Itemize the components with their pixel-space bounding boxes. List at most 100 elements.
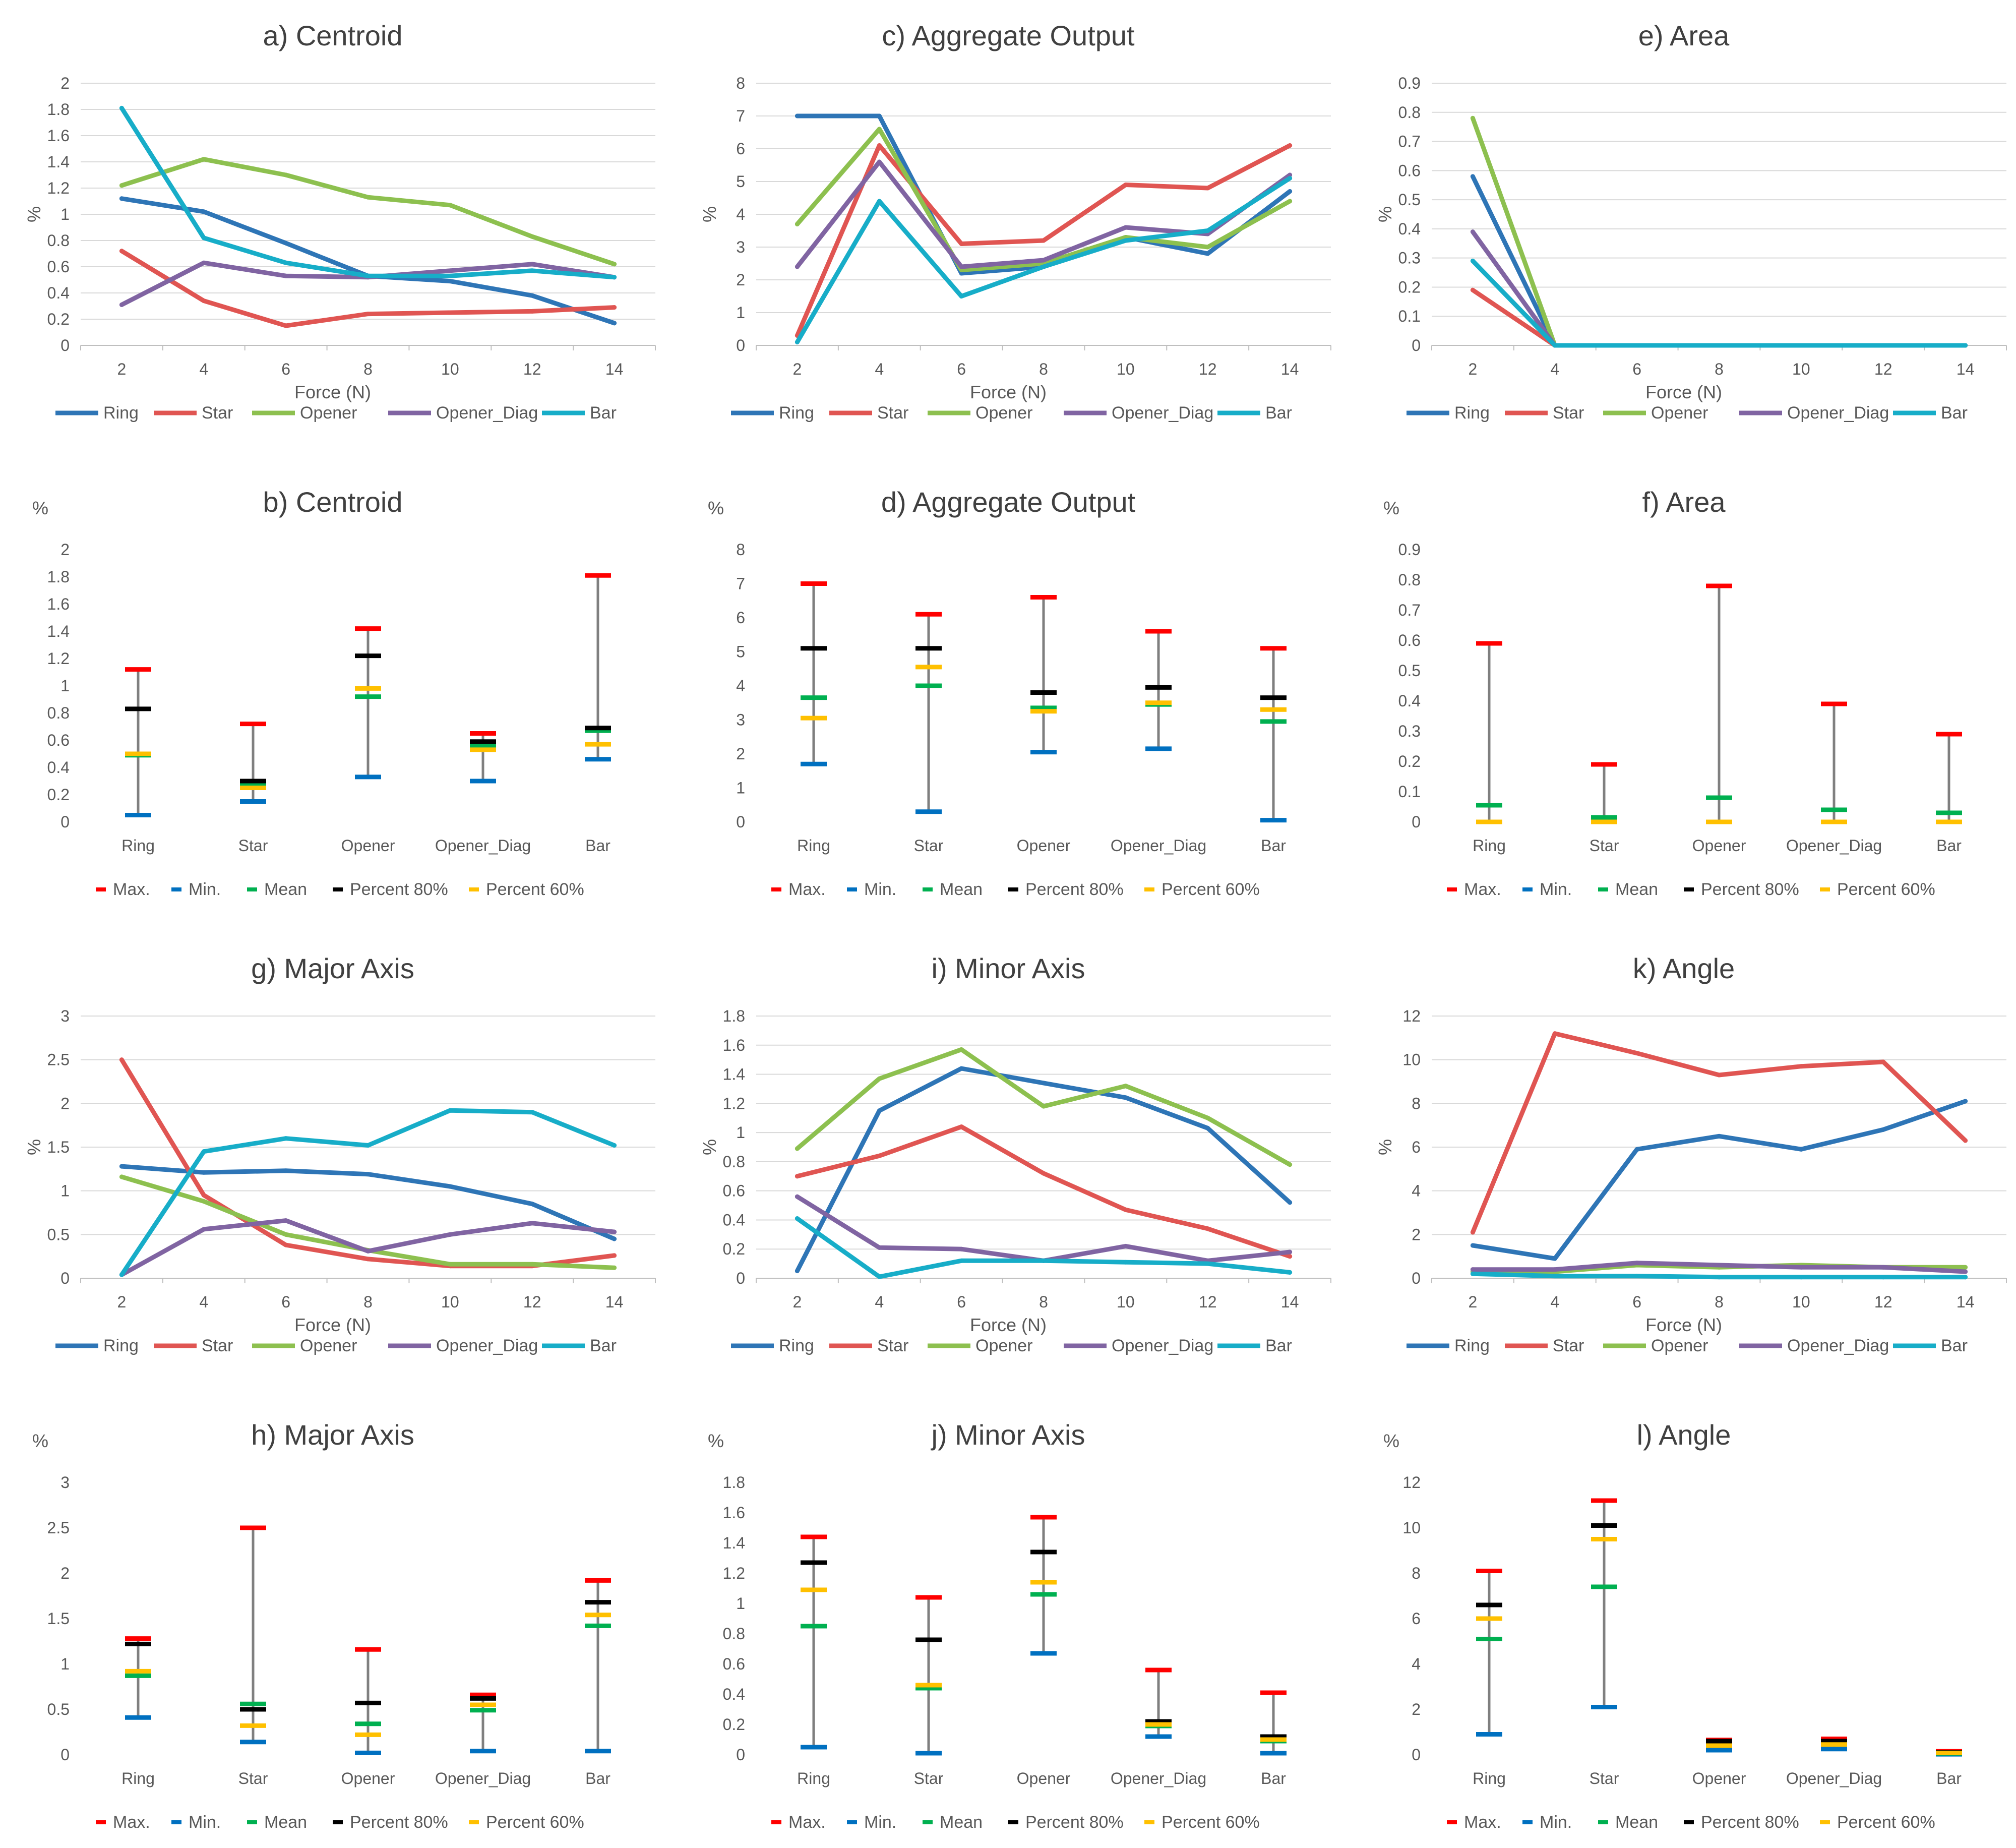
legend-label: Star bbox=[877, 1336, 908, 1355]
legend-label: Ring bbox=[1454, 1336, 1490, 1355]
x-tick-label: 14 bbox=[1281, 1293, 1299, 1311]
legend-label: Opener_Diag bbox=[1112, 1336, 1213, 1355]
x-tick-label: Ring bbox=[1473, 837, 1506, 855]
y-tick-label: 0.9 bbox=[1398, 541, 1421, 559]
legend-label: Max. bbox=[1464, 880, 1501, 899]
y-tick-label: 8 bbox=[1412, 1564, 1421, 1582]
data-point bbox=[1634, 1274, 1639, 1279]
y-tick-label: 1.4 bbox=[47, 622, 70, 640]
legend-label: Percent 60% bbox=[1162, 880, 1260, 899]
y-tick-label: 7 bbox=[736, 107, 745, 125]
legend-label: Mean bbox=[264, 1813, 307, 1832]
y-axis-label: % bbox=[32, 1430, 48, 1451]
data-point bbox=[1205, 251, 1210, 256]
x-axis-label: Force (N) bbox=[1645, 1315, 1722, 1335]
data-point bbox=[119, 249, 124, 254]
data-point bbox=[612, 321, 617, 326]
y-tick-label: 0 bbox=[60, 813, 70, 831]
y-tick-label: 1.4 bbox=[723, 1065, 745, 1084]
data-point bbox=[877, 1245, 882, 1250]
data-point bbox=[448, 1232, 453, 1237]
y-axis-label: % bbox=[708, 498, 724, 518]
x-tick-label: 12 bbox=[523, 360, 541, 378]
data-point bbox=[530, 234, 535, 239]
data-point bbox=[1470, 1243, 1475, 1248]
data-point bbox=[612, 262, 617, 267]
x-tick-label: 10 bbox=[1792, 1293, 1810, 1311]
x-tick-label: Opener bbox=[341, 837, 395, 855]
data-point bbox=[365, 273, 371, 278]
data-point bbox=[530, 1110, 535, 1115]
y-tick-label: 0.4 bbox=[1398, 220, 1421, 238]
data-point bbox=[1963, 1138, 1968, 1143]
chart-title: g) Major Axis bbox=[251, 952, 414, 984]
x-tick-label: 14 bbox=[1957, 360, 1975, 378]
series-line-star bbox=[1470, 1031, 1968, 1235]
legend-label: Mean bbox=[940, 1813, 983, 1832]
y-tick-label: 1.5 bbox=[47, 1138, 70, 1156]
data-point bbox=[1799, 1147, 1804, 1152]
data-point bbox=[1123, 1207, 1128, 1212]
y-tick-label: 1 bbox=[60, 1182, 70, 1200]
y-tick-label: 12 bbox=[1402, 1473, 1421, 1492]
data-point bbox=[201, 209, 206, 214]
series-line-opener-diag bbox=[795, 1194, 1293, 1263]
data-point bbox=[877, 1153, 882, 1158]
x-tick-label: 4 bbox=[875, 1293, 884, 1311]
data-point bbox=[1288, 143, 1293, 148]
y-tick-label: 0 bbox=[736, 1269, 745, 1287]
legend-label: Percent 80% bbox=[1025, 880, 1124, 899]
legend-label: Mean bbox=[264, 880, 307, 899]
data-point bbox=[1799, 1064, 1804, 1069]
data-point bbox=[612, 1236, 617, 1241]
x-tick-label: 6 bbox=[281, 360, 290, 378]
data-point bbox=[365, 1257, 371, 1262]
legend-label: Bar bbox=[1941, 1336, 1968, 1355]
y-tick-label: 5 bbox=[736, 172, 745, 191]
data-point bbox=[1470, 1267, 1475, 1272]
data-point bbox=[448, 279, 453, 284]
legend-label: Star bbox=[1553, 1336, 1584, 1355]
y-tick-label: 0.4 bbox=[47, 758, 70, 777]
data-point bbox=[612, 1229, 617, 1234]
data-point bbox=[959, 1246, 964, 1251]
x-tick-label: 4 bbox=[199, 1293, 208, 1311]
data-point bbox=[1123, 183, 1128, 187]
y-tick-label: 4 bbox=[736, 677, 745, 695]
data-point bbox=[877, 159, 882, 164]
x-tick-label: Bar bbox=[585, 1769, 610, 1787]
series-line-ring bbox=[119, 196, 617, 326]
data-point bbox=[1041, 1104, 1046, 1109]
data-point bbox=[283, 241, 288, 246]
data-point bbox=[283, 1218, 288, 1223]
chart-title: h) Major Axis bbox=[251, 1419, 414, 1451]
legend-label: Opener bbox=[975, 1336, 1032, 1355]
data-point bbox=[1288, 1249, 1293, 1255]
y-axis-label: % bbox=[32, 498, 48, 518]
data-point bbox=[1205, 186, 1210, 191]
y-tick-label: 1.2 bbox=[47, 649, 70, 668]
x-tick-label: 2 bbox=[1469, 1293, 1478, 1311]
y-tick-label: 1.4 bbox=[47, 153, 70, 171]
data-point bbox=[283, 260, 288, 265]
x-tick-label: 12 bbox=[1874, 1293, 1892, 1311]
legend-label: Opener_Diag bbox=[436, 1336, 538, 1355]
data-point bbox=[1288, 1254, 1293, 1259]
x-tick-label: 4 bbox=[1550, 1293, 1559, 1311]
data-point bbox=[119, 1174, 124, 1179]
data-point bbox=[119, 1164, 124, 1169]
data-point bbox=[1799, 1265, 1804, 1270]
x-tick-label: 6 bbox=[281, 1293, 290, 1311]
x-tick-label: Star bbox=[1590, 837, 1619, 855]
data-point bbox=[1123, 225, 1128, 230]
x-tick-label: Opener bbox=[1692, 837, 1746, 855]
chart-panel-0: a) Centroid 0 0.2 0.4 0.6 0.8 1 1.2 1.4 1.6 1.8 2% 2… bbox=[24, 20, 656, 423]
x-tick-label: 6 bbox=[957, 1293, 966, 1311]
x-tick-label: Bar bbox=[1936, 1769, 1962, 1787]
x-tick-label: 6 bbox=[1632, 360, 1641, 378]
y-tick-label: 0.7 bbox=[1398, 601, 1421, 619]
legend-label: Percent 60% bbox=[486, 1813, 584, 1832]
y-tick-label: 8 bbox=[736, 541, 745, 559]
data-point bbox=[1634, 1147, 1639, 1152]
y-axis-label: % bbox=[1383, 498, 1399, 518]
